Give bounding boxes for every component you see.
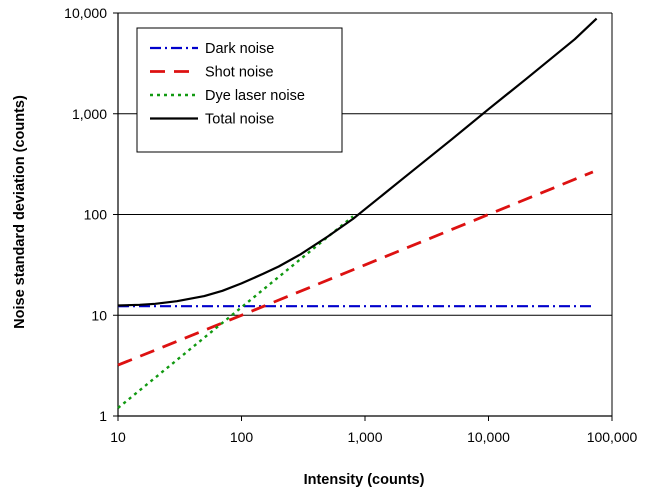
series-lines [117,17,598,409]
x-tick-label: 10 [110,429,126,445]
y-axis-title: Noise standard deviation (counts) [12,95,28,329]
legend-label: Shot noise [205,65,274,81]
y-tick-label: 10 [91,307,107,323]
x-tick-label: 1,000 [347,429,382,445]
series-dye-laser-noise-line [117,215,354,409]
x-tick-label: 10,000 [467,429,510,445]
y-tick-labels: 1 10 100 1,000 10,000 [64,5,118,424]
x-tick-labels: 10 100 1,000 10,000 100,000 [110,416,638,445]
legend-label: Total noise [205,112,274,128]
x-axis-title: Intensity (counts) [304,472,425,488]
legend-label: Dye laser noise [205,88,305,104]
y-tick-label: 100 [84,207,108,223]
x-tick-label: 100,000 [587,429,638,445]
y-tick-label: 10,000 [64,5,107,21]
series-shot-noise-line [117,170,594,367]
y-tick-label: 1 [99,408,107,424]
legend-label: Dark noise [205,41,274,57]
x-tick-label: 100 [230,429,254,445]
legend: Dark noise Shot noise Dye laser noise Total… [136,27,343,153]
series-total-noise-line [117,17,598,307]
y-tick-label: 1,000 [72,106,107,122]
